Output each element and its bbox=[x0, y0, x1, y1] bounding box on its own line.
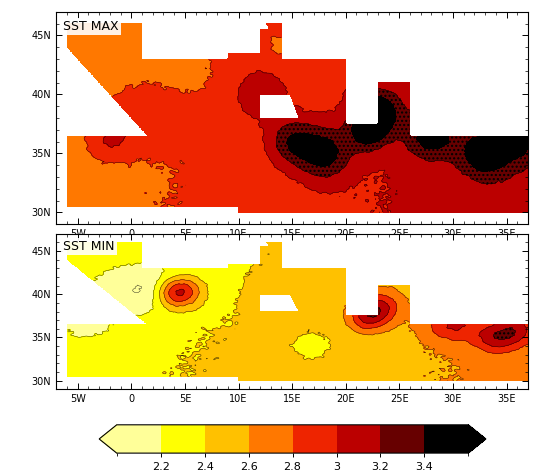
PathPatch shape bbox=[468, 425, 486, 453]
PathPatch shape bbox=[99, 425, 117, 453]
Text: SST MIN: SST MIN bbox=[63, 240, 115, 253]
Text: SST MAX: SST MAX bbox=[63, 20, 119, 34]
